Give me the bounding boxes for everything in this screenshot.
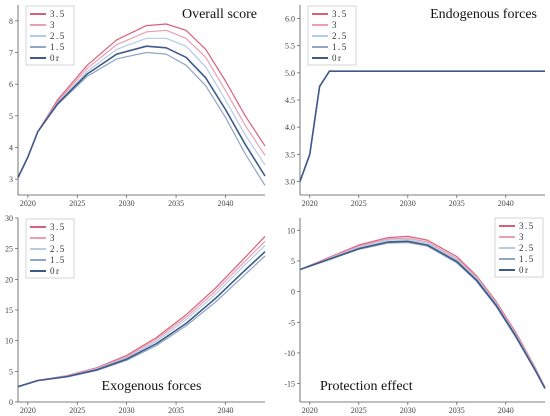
x-tick-label: 2030 — [400, 406, 416, 415]
legend: 3.532.51.50r — [25, 218, 75, 279]
legend-label: 0r — [519, 265, 530, 275]
x-tick-label: 2025 — [69, 406, 85, 415]
y-tick-label: 25 — [5, 245, 13, 254]
x-tick-label: 2035 — [449, 199, 465, 208]
legend-label: 0r — [50, 266, 61, 276]
legend-label: 1.5 — [50, 42, 66, 52]
y-tick-label: 7 — [9, 49, 13, 58]
series-line-s15 — [299, 70, 545, 182]
x-tick-label: 2020 — [302, 199, 318, 208]
x-tick-label: 2030 — [119, 406, 135, 415]
x-tick-label: 2040 — [498, 406, 514, 415]
chart-panel-overall: 2020 2025 2030 2035 20403456783.532.51.50rOv… — [9, 5, 266, 208]
x-tick-label: 2025 — [351, 406, 367, 415]
chart-title: Protection effect — [320, 379, 413, 394]
y-tick-label: 5 — [9, 112, 13, 121]
y-tick-label: 30 — [5, 214, 13, 223]
legend-label: 3 — [519, 232, 525, 242]
x-tick-label: 2035 — [168, 406, 184, 415]
y-tick-label: 20 — [5, 275, 13, 284]
x-tick-label: 2040 — [498, 199, 514, 208]
legend-label: 3 — [50, 20, 56, 30]
x-tick-label: 2040 — [217, 199, 233, 208]
legend-label: 3.5 — [50, 222, 66, 232]
series-line-s15 — [17, 51, 266, 186]
y-tick-label: 6.0 — [285, 15, 295, 24]
series-line-s3 — [299, 70, 545, 182]
y-tick-label: 5.0 — [285, 69, 295, 78]
x-tick-label: 2030 — [119, 199, 135, 208]
x-tick-label: 2040 — [217, 406, 233, 415]
y-tick-label: 10 — [5, 337, 13, 346]
legend-label: 1.5 — [332, 42, 348, 52]
chart-panel-exogenous: 2020 2025 2030 2035 20400510152025303.532.51… — [5, 214, 266, 415]
y-tick-label: 0 — [9, 398, 13, 407]
chart-title: Endogenous forces — [430, 7, 537, 22]
series-line-s25 — [299, 70, 545, 182]
series-line-s35 — [299, 70, 545, 182]
y-tick-label: 15 — [5, 306, 13, 315]
x-tick-label: 2035 — [449, 406, 465, 415]
x-tick-label: 2035 — [168, 199, 184, 208]
series-line-s0 — [299, 70, 545, 182]
y-tick-label: 6 — [9, 80, 13, 89]
y-tick-label: -10 — [284, 349, 295, 358]
y-tick-label: 4.0 — [285, 123, 295, 132]
x-tick-label: 2020 — [20, 199, 36, 208]
series-line-s0 — [17, 251, 266, 388]
legend-label: 2.5 — [519, 243, 535, 253]
y-tick-label: 0 — [291, 288, 295, 297]
x-tick-label: 2025 — [351, 199, 367, 208]
legend-label: 3.5 — [50, 9, 66, 19]
y-tick-label: 5.5 — [285, 42, 295, 51]
y-tick-label: 3 — [9, 175, 13, 184]
legend-label: 0r — [50, 53, 61, 63]
series-line-s0 — [17, 45, 266, 178]
y-tick-label: 8 — [9, 17, 13, 26]
y-tick-label: -15 — [284, 380, 295, 389]
x-tick-label: 2020 — [20, 406, 36, 415]
legend-label: 0r — [332, 53, 343, 63]
x-tick-label: 2025 — [69, 199, 85, 208]
series-line-s0 — [299, 240, 546, 389]
legend-label: 3 — [332, 20, 338, 30]
legend: 3.532.51.50r — [494, 217, 544, 278]
chart-panel-endogenous: 2020 2025 2030 2035 2040 3.0 3.5 4.0 4.5 5.0 5.5 6.… — [285, 5, 545, 208]
y-tick-label: 4 — [9, 144, 13, 153]
legend-label: 3 — [50, 233, 56, 243]
legend: 3.532.51.50r — [307, 5, 357, 66]
legend-label: 3.5 — [519, 221, 535, 231]
legend-label: 3.5 — [332, 9, 348, 19]
y-tick-label: 5 — [9, 367, 13, 376]
legend-label: 2.5 — [50, 31, 66, 41]
legend-label: 2.5 — [332, 31, 348, 41]
x-tick-label: 2030 — [400, 199, 416, 208]
y-tick-label: 5 — [291, 257, 295, 266]
y-tick-label: 3.5 — [285, 150, 295, 159]
legend-label: 2.5 — [50, 244, 66, 254]
legend-label: 1.5 — [50, 255, 66, 265]
legend-label: 1.5 — [519, 254, 535, 264]
x-tick-label: 2020 — [302, 406, 318, 415]
chart-panel-protection: 2020 2025 2030 2035 2040 -15 -10 -5 0 5 10 3.532.51… — [284, 217, 546, 415]
y-tick-label: 10 — [287, 226, 295, 235]
y-tick-label: -5 — [288, 318, 295, 327]
y-tick-label: 3.0 — [285, 177, 295, 186]
chart-title: Exogenous forces — [102, 379, 202, 394]
chart-title: Overall score — [182, 7, 257, 22]
y-tick-label: 4.5 — [285, 96, 295, 105]
legend: 3.532.51.50r — [25, 5, 75, 66]
